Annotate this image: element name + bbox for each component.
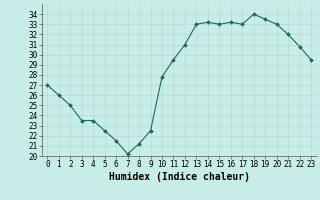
X-axis label: Humidex (Indice chaleur): Humidex (Indice chaleur) <box>109 172 250 182</box>
